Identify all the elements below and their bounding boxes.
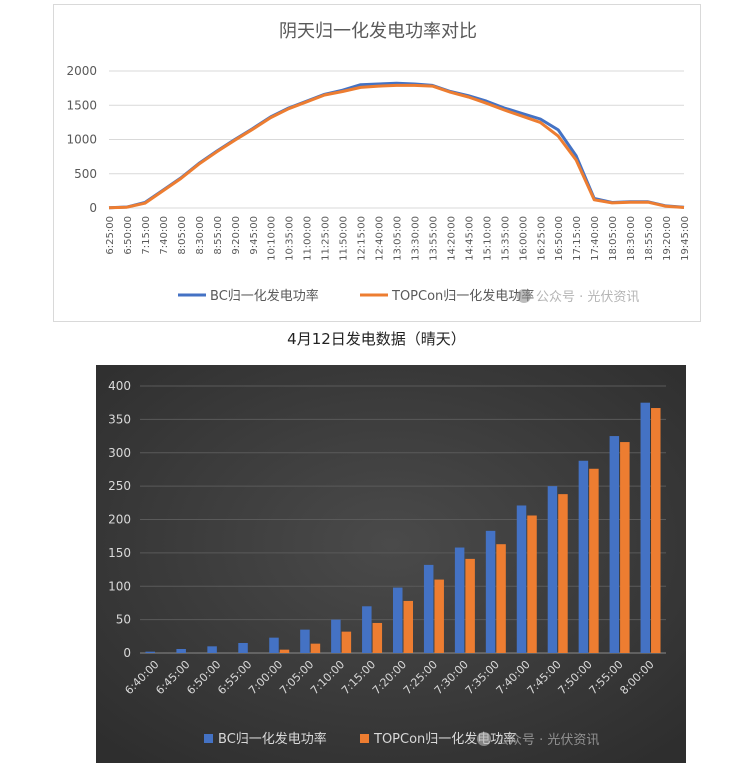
- line-chart: 阴天归一化发电功率对比 0 500 1000 1500 2000 6:25:00 6:50…: [66, 21, 691, 305]
- bar-topcon: [279, 649, 290, 653]
- x-tick-label: 9:20:00: [231, 216, 242, 255]
- y-tick-label: 250: [108, 479, 131, 493]
- x-tick-label: 8:05:00: [177, 216, 188, 255]
- legend-bc-swatch: [204, 734, 213, 743]
- watermark-text: 公众号 · 光伏资讯: [536, 290, 639, 305]
- series-line-bc: [108, 81, 685, 210]
- y-tick-label: 50: [116, 613, 131, 627]
- bar-topcon: [496, 544, 506, 653]
- x-tick-label: 8:30:00: [195, 216, 206, 255]
- bar-topcon: [465, 558, 475, 653]
- bar-topcon: [310, 643, 321, 653]
- bar-bc: [207, 646, 217, 653]
- y-tick-label: 500: [74, 167, 97, 181]
- bar-topcon: [403, 600, 413, 653]
- watermark: 公众号 · 光伏资讯: [517, 289, 639, 305]
- x-tick-label: 13:30:00: [410, 216, 421, 261]
- y-tick-label: 300: [108, 446, 131, 460]
- y-tick-label: 1500: [66, 98, 97, 112]
- bar-bc: [331, 619, 341, 653]
- y-tick-label: 1000: [66, 133, 97, 147]
- x-tick-label: 15:10:00: [482, 216, 493, 261]
- bar-bc: [609, 436, 620, 653]
- y-tick-label: 150: [108, 546, 131, 560]
- x-tick-label: 16:00:00: [518, 216, 529, 261]
- y-tick-label: 400: [108, 379, 131, 393]
- line-chart-title: 阴天归一化发电功率对比: [279, 21, 477, 42]
- x-tick-label: 7:40:00: [159, 216, 170, 255]
- x-tick-label: 12:15:00: [357, 216, 368, 261]
- line-chart-panel: 阴天归一化发电功率对比 0 500 1000 1500 2000 6:25:00 6:50…: [53, 4, 701, 322]
- x-tick-label: 17:15:00: [572, 216, 583, 261]
- x-tick-label: 13:55:00: [428, 216, 439, 261]
- legend-bc-label: BC归一化发电功率: [210, 288, 319, 304]
- watermark-text: 公众号 · 光伏资讯: [496, 733, 599, 748]
- x-tick-label: 11:50:00: [339, 216, 350, 261]
- x-tick-label: 7:15:00: [141, 216, 152, 255]
- x-tick-label: 14:45:00: [464, 216, 475, 261]
- bar-bc: [300, 629, 310, 653]
- x-tick-label: 19:45:00: [680, 216, 691, 261]
- legend-topcon-swatch: [360, 734, 369, 743]
- legend-topcon-label: TOPCon归一化发电功率: [391, 288, 534, 304]
- x-tick-label: 16:50:00: [554, 216, 565, 261]
- chart-caption: 4月12日发电数据（晴天）: [287, 330, 466, 348]
- bar-bc: [393, 587, 403, 653]
- x-tick-label: 18:55:00: [644, 216, 655, 261]
- x-tick-label: 18:30:00: [626, 216, 637, 261]
- bar-topcon: [527, 515, 537, 653]
- y-tick-label: 2000: [66, 64, 97, 78]
- x-tick-label: 18:05:00: [608, 216, 619, 261]
- y-tick-label: 0: [123, 646, 131, 660]
- x-tick-label: 10:35:00: [285, 216, 296, 261]
- bar-bc: [485, 530, 496, 653]
- x-tick-label: 8:55:00: [213, 216, 224, 255]
- bar-bc: [454, 547, 465, 653]
- bar-bc: [145, 651, 155, 653]
- x-tick-label: 17:40:00: [590, 216, 601, 261]
- bar-bc: [269, 637, 279, 653]
- bar-bc: [547, 486, 558, 653]
- bar-bc: [423, 564, 434, 653]
- series-line-topcon: [108, 83, 685, 210]
- x-tick-label: 19:20:00: [662, 216, 673, 261]
- y-tick-label: 0: [89, 201, 97, 215]
- x-tick-label: 16:25:00: [536, 216, 547, 261]
- bar-bc: [516, 505, 527, 653]
- x-tick-label: 15:35:00: [500, 216, 511, 261]
- x-tick-label: 11:00:00: [303, 216, 314, 261]
- bar-topcon: [589, 468, 599, 653]
- bar-bc: [362, 606, 372, 653]
- x-tick-label: 11:25:00: [321, 216, 332, 261]
- x-tick-label: 13:05:00: [393, 216, 404, 261]
- bar-bc: [578, 460, 589, 653]
- y-tick-label: 200: [108, 513, 131, 527]
- y-tick-label: 100: [108, 579, 131, 593]
- x-tick-label: 10:10:00: [267, 216, 278, 261]
- wechat-icon: [517, 289, 531, 303]
- y-tick-label: 350: [108, 412, 131, 426]
- wechat-icon: [477, 732, 491, 746]
- bar-bc: [640, 402, 651, 653]
- bar-bc: [176, 648, 186, 653]
- x-tick-label: 6:50:00: [123, 216, 134, 255]
- x-tick-label: 14:20:00: [446, 216, 457, 261]
- bar-topcon: [620, 442, 630, 653]
- line-chart-legend: BC归一化发电功率 TOPCon归一化发电功率: [178, 288, 534, 304]
- x-tick-label: 12:40:00: [375, 216, 386, 261]
- x-tick-label: 6:25:00: [105, 216, 116, 255]
- bar-topcon: [372, 622, 383, 653]
- bar-bc: [238, 642, 248, 653]
- legend-topcon-label: TOPCon归一化发电功率: [373, 731, 516, 747]
- x-tick-label: 9:45:00: [249, 216, 260, 255]
- bar-topcon: [651, 408, 661, 653]
- legend-bc-label: BC归一化发电功率: [218, 731, 327, 747]
- bar-chart-panel: 0 50 100 150 200 250 300 350 400 6:40:00 6:45:00 6…: [96, 365, 686, 763]
- bar-topcon: [341, 631, 352, 653]
- watermark: 公众号 · 光伏资讯: [477, 732, 599, 748]
- bar-topcon: [434, 579, 444, 653]
- bar-topcon: [558, 494, 568, 653]
